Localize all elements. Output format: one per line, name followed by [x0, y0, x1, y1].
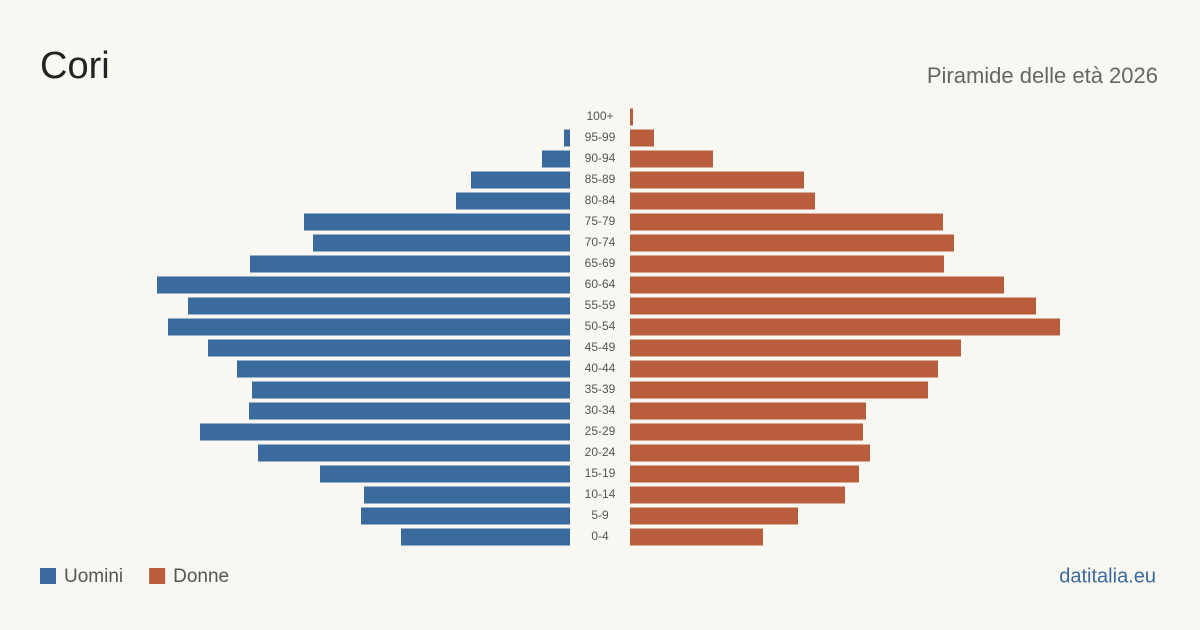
bar: [630, 129, 654, 147]
bar: [188, 297, 570, 315]
bar: [364, 486, 570, 504]
bar: [237, 360, 570, 378]
age-label: 80-84: [585, 193, 616, 207]
bar: [630, 318, 1060, 336]
age-label: 45-49: [585, 340, 616, 354]
age-label: 15-19: [585, 466, 616, 480]
bar: [258, 444, 570, 462]
bar: [249, 402, 570, 420]
bar: [168, 318, 570, 336]
chart-subtitle: Piramide delle età 2026: [927, 63, 1158, 88]
bar: [471, 171, 570, 189]
legend-label: Uomini: [64, 566, 123, 587]
bar: [456, 192, 570, 210]
bar: [200, 423, 570, 441]
legend-label: Donne: [173, 566, 229, 587]
age-label: 0-4: [591, 529, 609, 543]
bar: [630, 360, 938, 378]
bar: [630, 213, 943, 231]
bar: [630, 528, 763, 546]
age-label: 55-59: [585, 298, 616, 312]
age-label: 90-94: [585, 151, 616, 165]
age-label: 75-79: [585, 214, 616, 228]
bar: [157, 276, 570, 294]
age-label: 60-64: [585, 277, 616, 291]
bar: [630, 234, 954, 252]
legend-swatch: [149, 568, 166, 584]
age-label: 50-54: [585, 319, 616, 333]
bar: [630, 423, 863, 441]
bar: [630, 171, 804, 189]
bar: [361, 507, 570, 525]
legend-swatch: [40, 568, 56, 584]
bar: [630, 297, 1036, 315]
bar: [630, 465, 859, 483]
age-label: 35-39: [585, 382, 616, 396]
source: datitalia.eu: [1059, 565, 1156, 587]
bar: [320, 465, 570, 483]
bar: [564, 129, 570, 147]
bar: [630, 402, 866, 420]
age-label: 100+: [586, 109, 613, 123]
bar: [630, 339, 961, 357]
age-label: 40-44: [585, 361, 616, 375]
bar: [542, 150, 570, 168]
age-label: 25-29: [585, 424, 616, 438]
bar: [630, 192, 815, 210]
bar: [630, 486, 845, 504]
age-label: 65-69: [585, 256, 616, 270]
bar: [313, 234, 570, 252]
bar: [630, 108, 633, 126]
bar: [630, 444, 870, 462]
bar: [250, 255, 570, 273]
age-label: 10-14: [585, 487, 616, 501]
age-label: 85-89: [585, 172, 616, 186]
age-label: 5-9: [591, 508, 609, 522]
bar: [252, 381, 570, 399]
age-label: 20-24: [585, 445, 616, 459]
bar: [630, 507, 798, 525]
age-label: 95-99: [585, 130, 616, 144]
age-label: 30-34: [585, 403, 616, 417]
bar: [630, 150, 713, 168]
bar: [630, 255, 944, 273]
age-label: 70-74: [585, 235, 616, 249]
bar: [304, 213, 570, 231]
bar: [630, 381, 928, 399]
bar: [630, 276, 1004, 294]
bar: [208, 339, 570, 357]
chart-title: Cori: [40, 45, 110, 87]
bar: [401, 528, 570, 546]
